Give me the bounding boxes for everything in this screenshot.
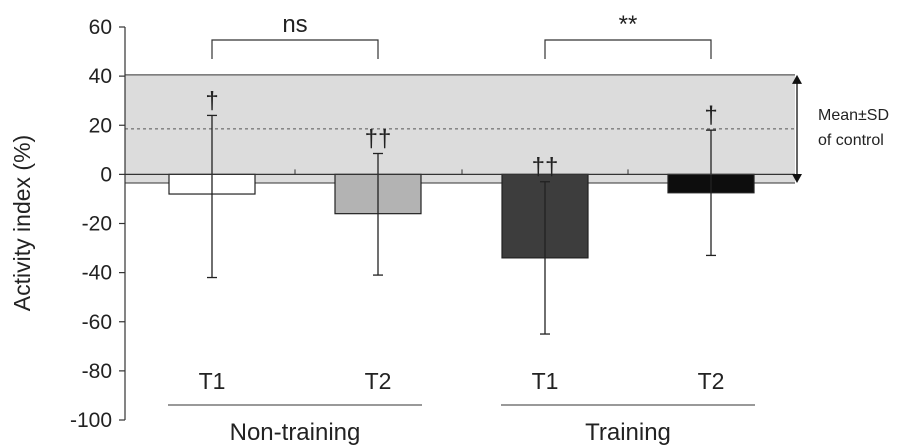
y-tick-label: 40 — [89, 65, 112, 88]
y-tick-label: -60 — [82, 311, 112, 334]
y-tick-label: 20 — [89, 114, 112, 137]
category-label: T2 — [365, 368, 392, 394]
category-label: T1 — [532, 368, 559, 394]
y-tick-label: 0 — [100, 163, 112, 186]
y-axis-label: Activity index (%) — [9, 135, 35, 311]
y-tick-label: -100 — [70, 409, 112, 432]
y-tick-label: -40 — [82, 262, 112, 285]
significance-mark: †† — [532, 154, 559, 181]
band-arrow-head-down — [792, 173, 802, 183]
group-label: Training — [585, 419, 671, 445]
category-label: T1 — [199, 368, 226, 394]
significance-mark: † — [704, 102, 717, 129]
comparison-significance: ns — [282, 11, 307, 38]
comparison-bracket — [544, 39, 712, 59]
band-arrow-head-up — [792, 74, 802, 84]
control-sd-band — [125, 74, 795, 183]
comparison-significance: ** — [619, 11, 638, 38]
group-label: Non-training — [230, 419, 361, 445]
band-label-line1: Mean±SD — [818, 107, 889, 124]
y-tick-label: -20 — [82, 213, 112, 236]
significance-mark: †† — [365, 125, 392, 152]
band-label-line2: of control — [818, 132, 884, 149]
y-tick-label: -80 — [82, 360, 112, 383]
significance-mark: † — [205, 87, 218, 114]
category-label: T2 — [698, 368, 725, 394]
comparison-bracket — [211, 39, 379, 59]
y-tick-label: 60 — [89, 16, 112, 39]
